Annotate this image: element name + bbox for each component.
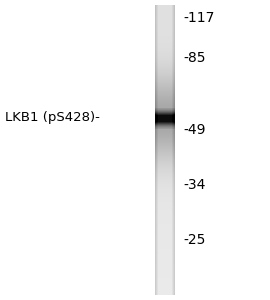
Text: -49: -49 (183, 123, 205, 137)
Text: -25: -25 (183, 233, 205, 247)
Text: -117: -117 (183, 11, 214, 25)
Text: -34: -34 (183, 178, 205, 192)
Text: -85: -85 (183, 51, 205, 65)
Text: LKB1 (pS428)-: LKB1 (pS428)- (5, 112, 100, 124)
